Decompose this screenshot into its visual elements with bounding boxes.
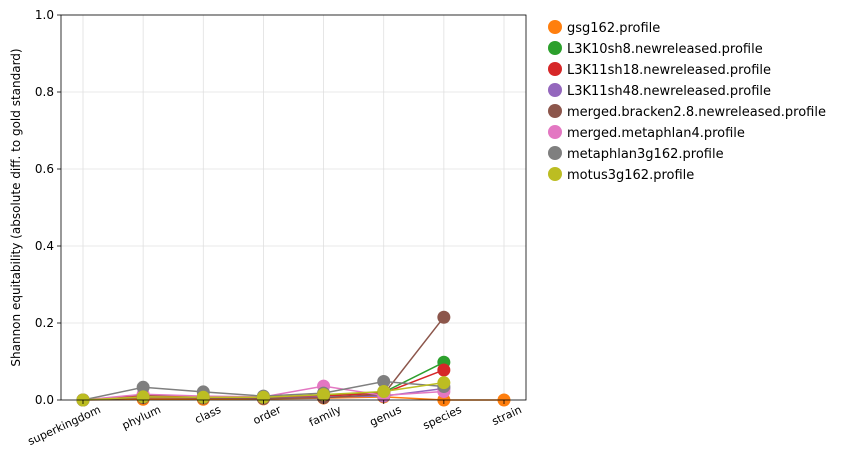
legend-marker-0 — [548, 20, 562, 34]
legend-label-5: merged.metaphlan4.profile — [567, 126, 745, 141]
y-tick-label: 1.0 — [35, 8, 54, 22]
x-tick-label-genus: genus — [368, 403, 404, 429]
y-tick-label: 0.4 — [35, 239, 54, 253]
y-tick-label: 0.6 — [35, 162, 54, 176]
x-tick-label-class: class — [193, 403, 223, 426]
grid — [61, 14, 526, 401]
x-tick-label-species: species — [421, 403, 464, 432]
data-point-7-family — [317, 388, 331, 402]
data-point-6-genus — [377, 375, 391, 389]
legend-marker-2 — [548, 62, 562, 76]
x-tick-label-order: order — [251, 403, 284, 427]
y-axis-ticks: 0.0 0.2 0.4 0.6 0.8 1.0 — [35, 8, 61, 407]
legend-label-6: metaphlan3g162.profile — [567, 147, 724, 162]
plot-frame — [60, 14, 527, 401]
data-point-4-species — [437, 310, 451, 324]
legend-marker-5 — [548, 125, 562, 139]
legend-label-1: L3K10sh8.newreleased.profile — [567, 42, 763, 57]
y-tick-label: 0.0 — [35, 393, 54, 407]
x-tick-label-strain: strain — [490, 403, 524, 428]
x-axis-ticks: superkingdom phylum class order family genus s… — [26, 400, 524, 448]
data-point-7-genus — [377, 385, 391, 399]
y-tick-label: 0.8 — [35, 85, 54, 99]
legend-marker-1 — [548, 41, 562, 55]
data-point-7-class — [196, 390, 210, 404]
data-point-2-species — [437, 363, 451, 377]
legend-label-4: merged.bracken2.8.newreleased.profile — [567, 105, 826, 120]
data-point-6-phylum — [136, 380, 150, 394]
legend-label-2: L3K11sh18.newreleased.profile — [567, 63, 771, 78]
data-point-7-species — [437, 376, 451, 390]
legend-label-0: gsg162.profile — [567, 21, 660, 36]
legend-marker-4 — [548, 104, 562, 118]
data-point-7-order — [256, 390, 270, 404]
x-tick-label-family: family — [307, 403, 344, 429]
y-tick-label: 0.2 — [35, 316, 54, 330]
legend-marker-7 — [548, 167, 562, 181]
x-tick-label-phylum: phylum — [120, 403, 163, 432]
legend: gsg162.profile L3K10sh8.newreleased.profi… — [548, 20, 826, 183]
legend-label-3: L3K11sh48.newreleased.profile — [567, 84, 771, 99]
y-axis-label: Shannon equitability (absolute diff. to … — [9, 48, 23, 366]
legend-marker-3 — [548, 83, 562, 97]
legend-label-7: motus3g162.profile — [567, 168, 694, 183]
x-tick-label-superkingdom: superkingdom — [26, 403, 103, 448]
series-markers — [76, 310, 511, 407]
legend-marker-6 — [548, 146, 562, 160]
